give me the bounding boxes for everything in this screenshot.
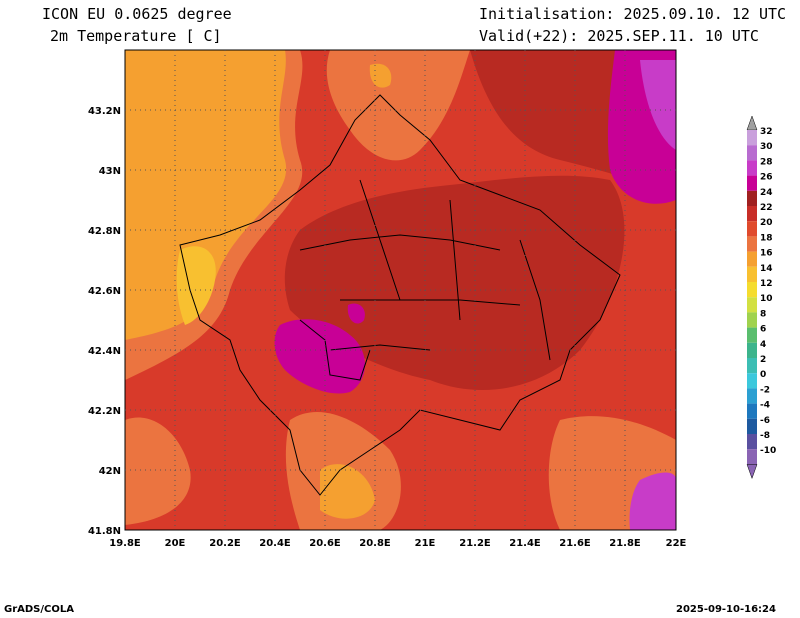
legend-swatch [747, 251, 757, 267]
x-tick-label: 21.8E [609, 538, 641, 549]
legend-label: 10 [760, 294, 773, 304]
legend-label: 8 [760, 309, 766, 319]
legend-swatch [747, 403, 757, 419]
legend-swatch [747, 175, 757, 191]
legend-label: -6 [760, 416, 770, 426]
legend-swatch [747, 297, 757, 313]
y-tick-label: 42.2N [88, 406, 121, 417]
x-tick-label: 22E [666, 538, 687, 549]
legend-swatch [747, 434, 757, 450]
y-tick-label: 43N [99, 166, 121, 177]
legend-label: 26 [760, 173, 773, 183]
legend-swatch [747, 342, 757, 358]
x-tick-label: 20E [165, 538, 186, 549]
x-tick-label: 21.2E [459, 538, 491, 549]
credit-label: GrADS/COLA [4, 604, 74, 615]
y-tick-label: 42.8N [88, 226, 121, 237]
temperature-field [125, 50, 676, 530]
legend-arrow-top [746, 115, 758, 131]
legend-swatch [747, 373, 757, 389]
legend-label: 24 [760, 188, 773, 198]
legend-swatch [747, 312, 757, 328]
legend-label: 4 [760, 340, 766, 350]
legend-label: -4 [760, 401, 770, 411]
variable-title: 2m Temperature [ C] [50, 27, 222, 45]
legend-swatch [747, 130, 757, 146]
legend-label: 14 [760, 264, 773, 274]
legend-swatch [747, 358, 757, 374]
legend-label: 2 [760, 355, 766, 365]
y-tick-label: 43.2N [88, 106, 121, 117]
legend-label: -8 [760, 431, 770, 441]
legend-swatch [747, 449, 757, 465]
x-tick-label: 19.8E [109, 538, 141, 549]
legend-label: 28 [760, 157, 773, 167]
legend-label: 0 [760, 370, 766, 380]
valid-time-label: Valid(+22): 2025.SEP.11. 10 UTC [479, 27, 759, 45]
y-tick-label: 41.8N [88, 526, 121, 537]
legend-label: 20 [760, 218, 773, 228]
y-tick-label: 42N [99, 466, 121, 477]
legend-label: 30 [760, 142, 773, 152]
legend-arrow-bottom [746, 464, 758, 480]
legend-swatch [747, 206, 757, 222]
y-tick-label: 42.4N [88, 346, 121, 357]
legend-label: 32 [760, 127, 773, 137]
legend-swatch [747, 190, 757, 206]
x-tick-label: 21.6E [559, 538, 591, 549]
legend-swatch [747, 145, 757, 161]
legend-swatch [747, 160, 757, 176]
x-tick-label: 20.6E [309, 538, 341, 549]
legend-label: -10 [760, 446, 776, 456]
legend-label: 12 [760, 279, 773, 289]
legend-swatch [747, 327, 757, 343]
y-tick-label: 42.6N [88, 286, 121, 297]
legend-swatch [747, 418, 757, 434]
graticule [125, 50, 676, 530]
initialisation-label: Initialisation: 2025.09.10. 12 UTC [479, 5, 787, 23]
model-title: ICON EU 0.0625 degree [42, 5, 232, 23]
x-tick-label: 21.4E [509, 538, 541, 549]
legend-label: 16 [760, 249, 773, 259]
legend-swatch [747, 266, 757, 282]
legend-swatch [747, 282, 757, 298]
legend-label: 18 [760, 233, 773, 243]
legend-label: 22 [760, 203, 773, 213]
legend-label: 6 [760, 325, 766, 335]
x-tick-label: 20.4E [259, 538, 291, 549]
x-tick-label: 21E [415, 538, 436, 549]
legend-swatch [747, 221, 757, 237]
legend-swatch [747, 236, 757, 252]
x-tick-label: 20.2E [209, 538, 241, 549]
x-tick-label: 20.8E [359, 538, 391, 549]
legend-label: -2 [760, 385, 770, 395]
legend-swatch [747, 388, 757, 404]
timestamp-label: 2025-09-10-16:24 [676, 604, 776, 615]
